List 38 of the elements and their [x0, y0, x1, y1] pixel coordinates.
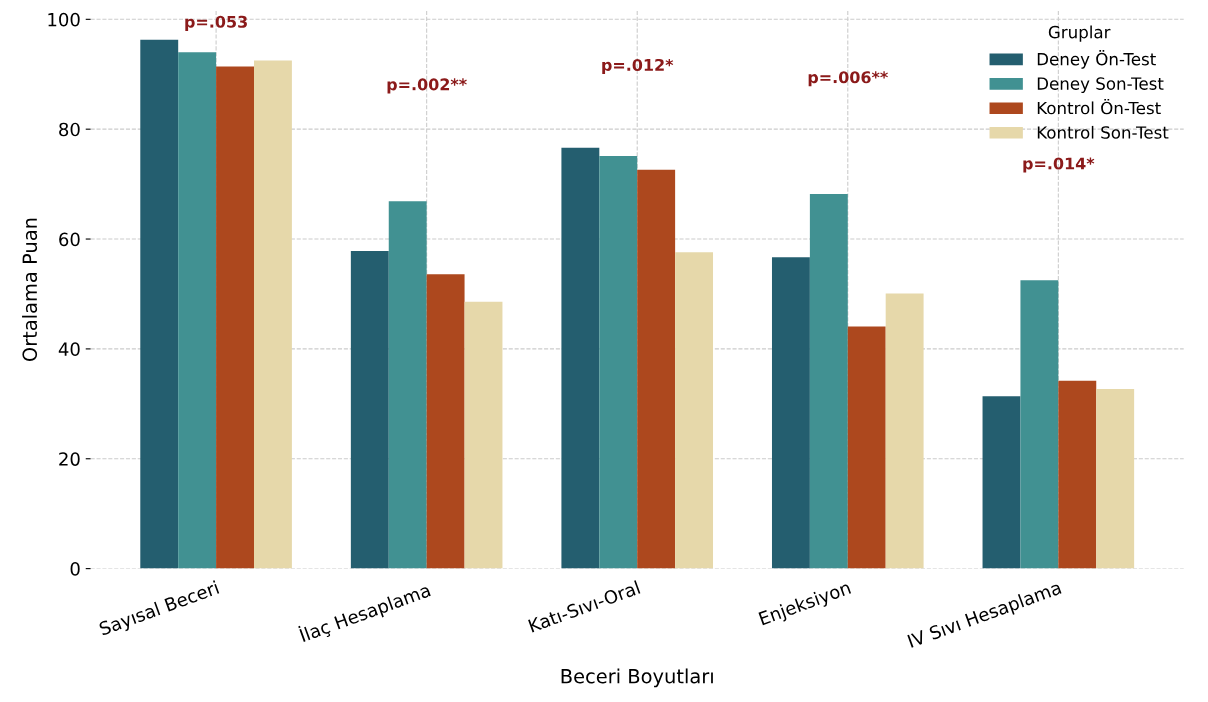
- bar: [599, 156, 638, 569]
- bar: [216, 66, 254, 569]
- y-tick-label: 40: [58, 342, 80, 357]
- bar: [982, 396, 1021, 569]
- legend-title: Gruplar: [1048, 25, 1111, 42]
- bar: [140, 39, 179, 569]
- y-tick-label: 0: [70, 562, 80, 576]
- y-axis-title: Ortalama Puan: [22, 218, 38, 362]
- bar: [1058, 380, 1097, 569]
- bar: [464, 301, 503, 569]
- y-tick-label: 80: [59, 122, 80, 137]
- bar: [885, 293, 924, 569]
- bar: [675, 252, 714, 569]
- bar: [771, 257, 810, 569]
- y-tick-label: 20: [59, 452, 80, 466]
- annotation: p=.002**: [387, 78, 467, 94]
- bar: [254, 60, 292, 569]
- y-tick-label: 60: [59, 232, 80, 247]
- annotation: p=.014*: [1023, 157, 1095, 173]
- annotation: p=.006**: [808, 71, 888, 87]
- legend-label: Kontrol Son-Test: [1037, 125, 1169, 139]
- bar: [178, 52, 217, 569]
- y-tick-label: 100: [48, 12, 80, 27]
- legend-label: Kontrol Ön-Test: [1037, 98, 1161, 115]
- bar: [847, 326, 886, 569]
- bar: [809, 194, 848, 569]
- bar: [561, 147, 600, 569]
- legend-label: Deney Ön-Test: [1037, 49, 1156, 69]
- bar: [350, 251, 389, 569]
- bar: [1096, 389, 1135, 569]
- bar: [426, 274, 465, 569]
- bar: [1020, 280, 1059, 569]
- annotation: p=.053: [185, 15, 247, 31]
- x-axis-title: Beceri Boyutları: [561, 668, 713, 688]
- annotation: p=.012*: [602, 58, 674, 75]
- legend-label: Deney Son-Test: [1037, 77, 1164, 94]
- bar: [637, 169, 676, 569]
- bar: [388, 201, 427, 569]
